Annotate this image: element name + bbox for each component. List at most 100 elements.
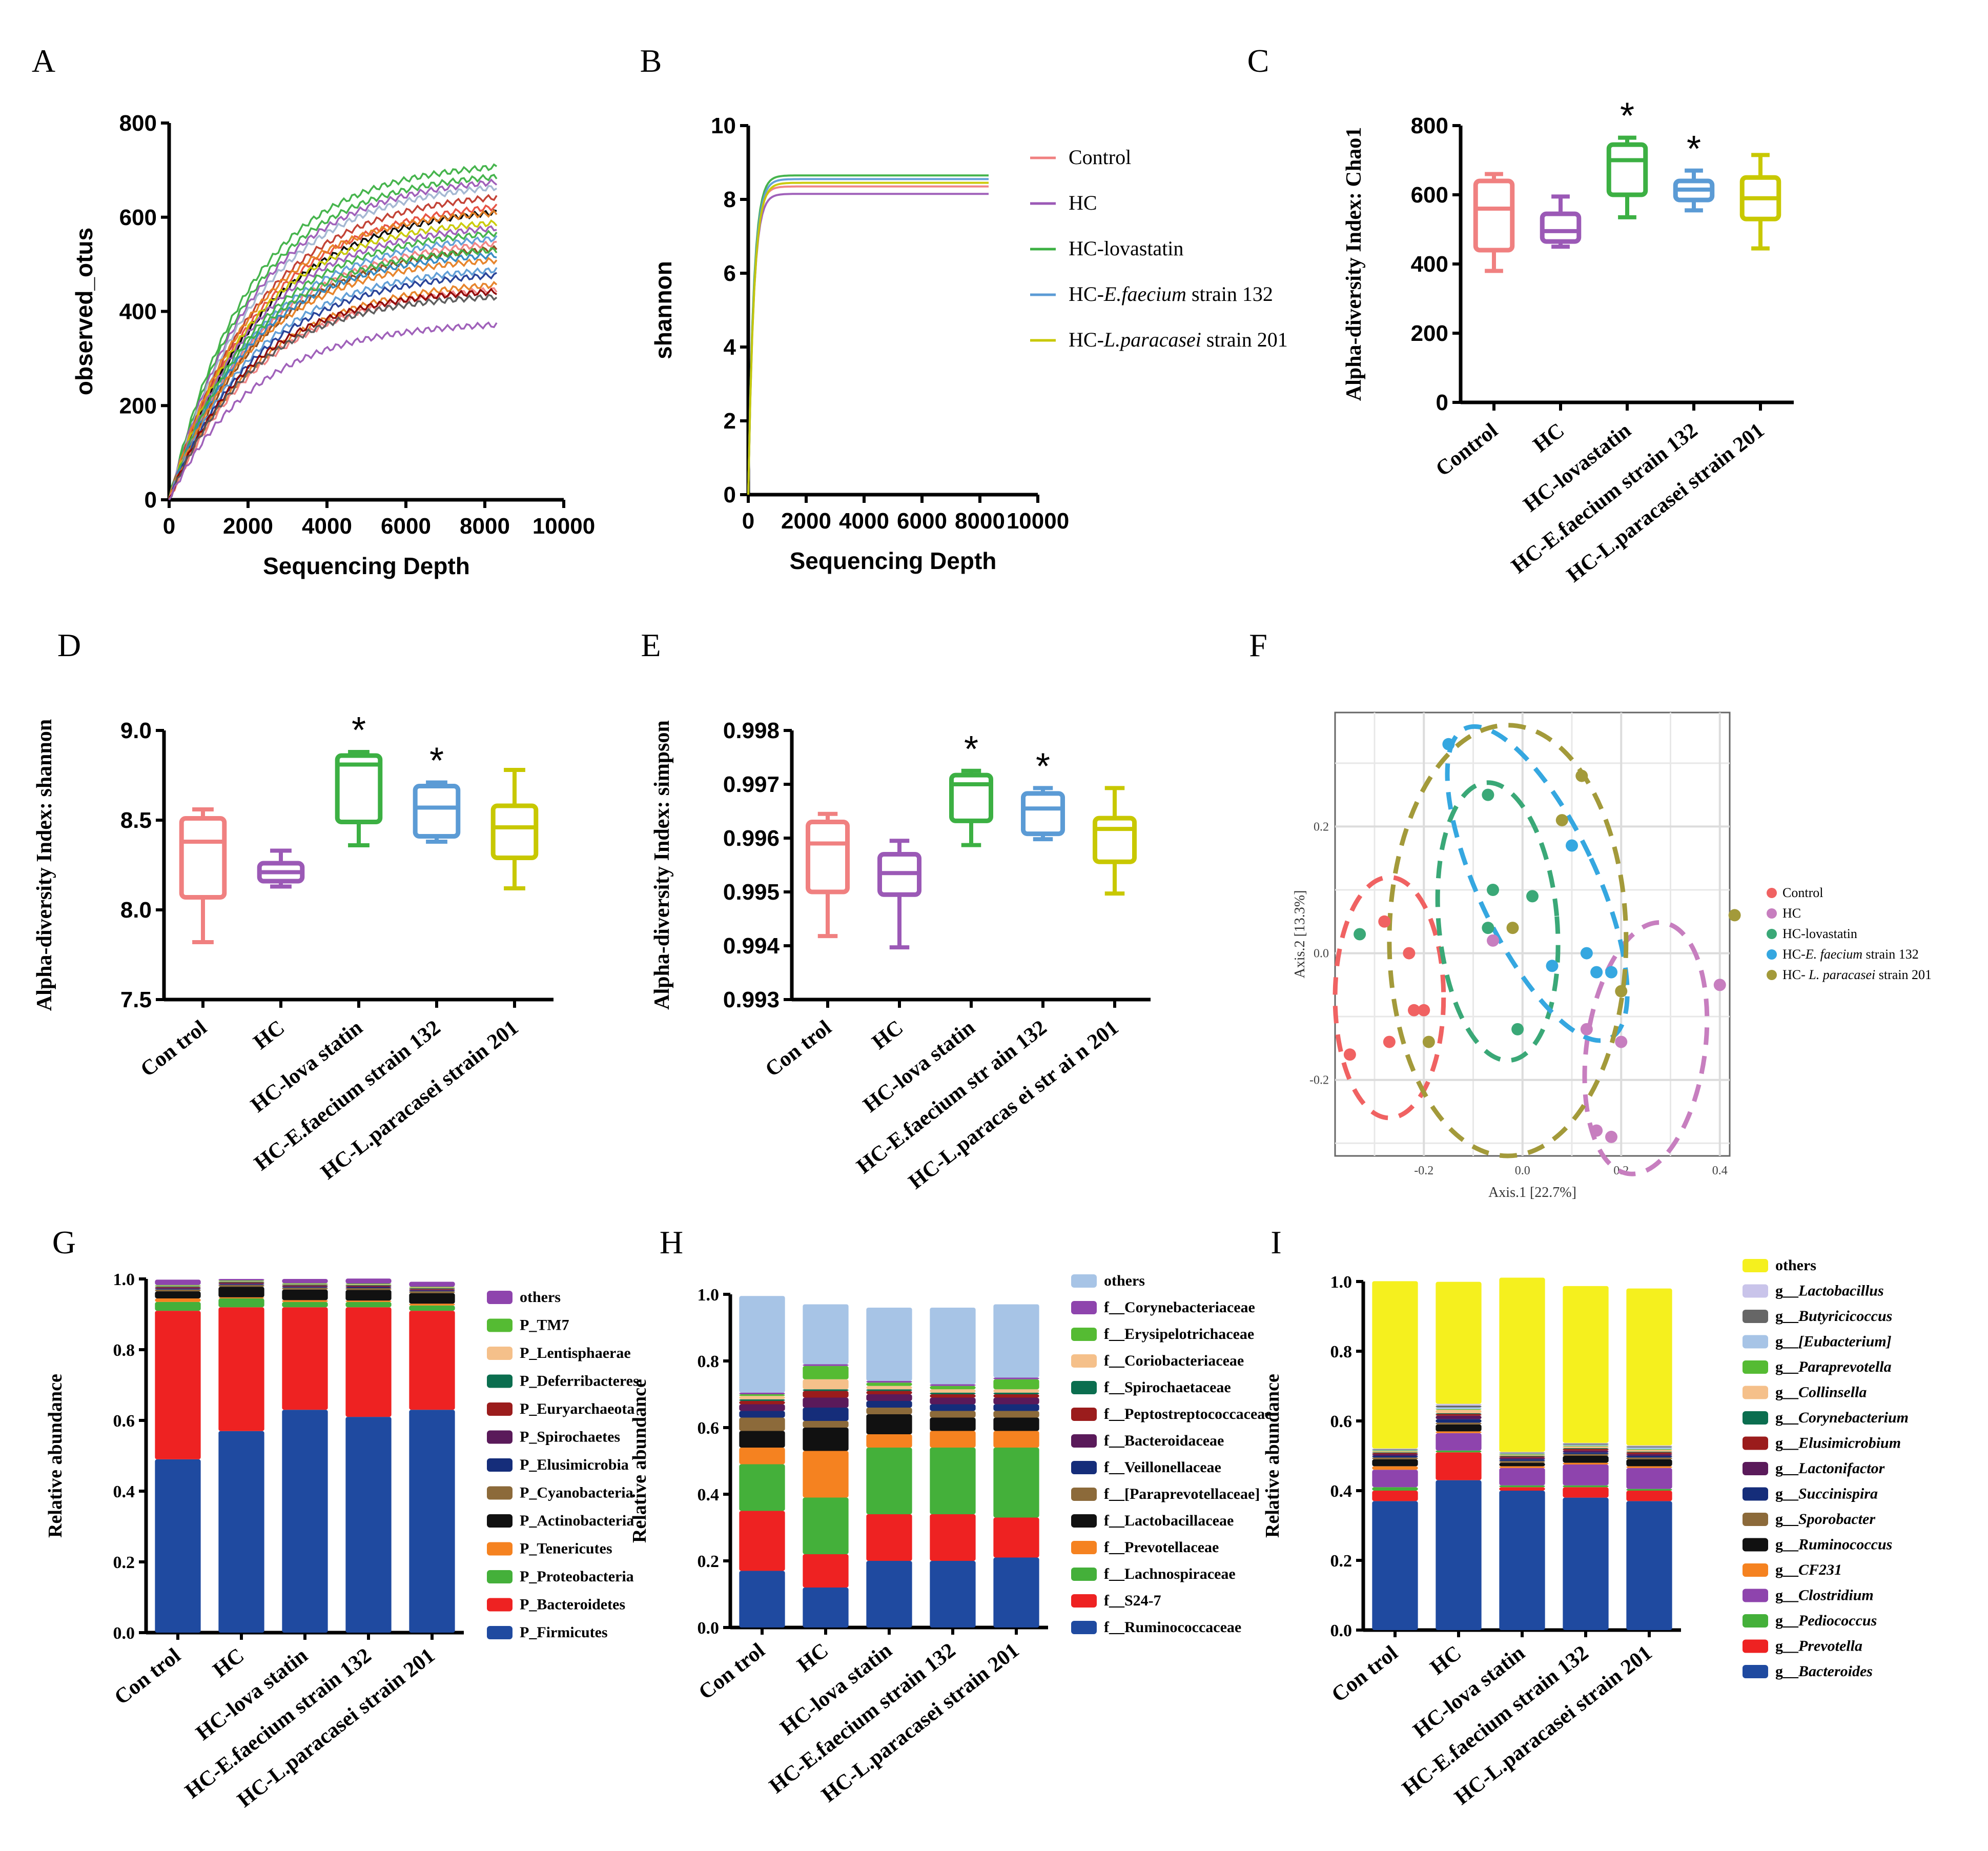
- y-tick-label: 0.6: [698, 1419, 720, 1438]
- bar-segment: [1563, 1446, 1609, 1449]
- bar-segment: [155, 1279, 201, 1285]
- rarefaction-curve: [168, 294, 498, 501]
- legend-label: others: [1104, 1272, 1145, 1289]
- scatter-point: [1442, 738, 1455, 750]
- legend-label-part: L.paracasei: [1103, 328, 1201, 351]
- y-tick-label: 0.0: [113, 1624, 135, 1643]
- bar-segment: [1626, 1466, 1672, 1468]
- y-tick-label: 0.998: [723, 718, 780, 743]
- legend-label-prefix: g__: [1775, 1435, 1799, 1452]
- bar-segment: [739, 1396, 785, 1399]
- bar-segment: [155, 1311, 201, 1459]
- bar-segment: [409, 1288, 455, 1289]
- bar-segment: [739, 1399, 785, 1401]
- y-tick-label: 7.5: [120, 987, 152, 1012]
- y-tick-label: 200: [119, 393, 157, 418]
- y-tick-label: 0.997: [723, 772, 780, 797]
- scatter-point: [1354, 928, 1366, 941]
- y-tick-label: 0.2: [698, 1552, 720, 1571]
- bar-segment: [155, 1301, 201, 1311]
- legend-label-genus: Paraprevotella: [1798, 1358, 1892, 1375]
- bar-segment: [803, 1428, 849, 1451]
- y-tick-label: 0.8: [1330, 1343, 1352, 1361]
- scatter-point: [1418, 1004, 1430, 1016]
- scatter-point: [1566, 839, 1578, 852]
- legend-label-prefix: g__: [1775, 1587, 1799, 1604]
- legend-label-prefix: g__: [1775, 1561, 1799, 1578]
- y-tick-label: 0.4: [113, 1482, 135, 1501]
- bar-segment: [1436, 1452, 1482, 1480]
- y-tick-label: 0.6: [1330, 1412, 1352, 1431]
- bar-segment: [218, 1279, 264, 1280]
- significance-star: *: [1036, 746, 1050, 787]
- y-axis-label: observed_otus: [71, 228, 97, 395]
- scatter-point: [1482, 922, 1494, 934]
- legend-label-prefix: g__: [1775, 1460, 1799, 1477]
- bar-segment: [866, 1382, 912, 1386]
- y-tick-label: 10: [711, 113, 736, 138]
- legend-swatch: [1743, 1436, 1768, 1450]
- x-axis-label: Sequencing Depth: [790, 547, 997, 574]
- legend-swatch: [1743, 1538, 1768, 1552]
- x-tick-label: 0: [742, 508, 754, 534]
- rarefaction-curve: [168, 163, 498, 500]
- bar-segment: [1372, 1457, 1418, 1459]
- x-tick-label: 6000: [897, 508, 947, 534]
- legend-label: f__[Paraprevotellaceae]: [1104, 1486, 1260, 1502]
- panel-letter: A: [32, 43, 55, 79]
- bar-segment: [1372, 1487, 1418, 1491]
- bar-segment: [993, 1404, 1039, 1411]
- legend-label: P_Tenericutes: [520, 1540, 612, 1557]
- legend-label: Control: [1782, 885, 1823, 900]
- bar-segment: [282, 1286, 328, 1287]
- bar-segment: [1626, 1468, 1672, 1489]
- x-axis-label: Axis.1 [22.7%]: [1488, 1185, 1576, 1201]
- bar-segment: [993, 1411, 1039, 1418]
- x-category-label: Con trol: [761, 1016, 836, 1082]
- legend-swatch: [487, 1374, 513, 1388]
- bar-segment: [1372, 1454, 1418, 1456]
- legend-swatch: [1743, 1513, 1768, 1526]
- bar-segment: [866, 1401, 912, 1408]
- legend-label: g__Pediococcus: [1775, 1612, 1877, 1629]
- bar-segment: [282, 1289, 328, 1300]
- legend-swatch: [1767, 929, 1777, 939]
- legend-label-prefix: g__: [1775, 1409, 1799, 1426]
- bar-segment: [1499, 1277, 1545, 1452]
- bar-segment: [409, 1410, 455, 1633]
- x-category-label: Con trol: [1327, 1641, 1402, 1707]
- bar-segment: [1563, 1462, 1609, 1464]
- bar-segment: [1626, 1454, 1672, 1456]
- bar-segment: [739, 1571, 785, 1628]
- bar-segment: [345, 1278, 392, 1284]
- rarefaction-curve: [168, 281, 498, 500]
- bar-segment: [1372, 1449, 1418, 1450]
- legend-label-genus: [Eubacterium]: [1798, 1333, 1892, 1350]
- y-tick-label: 0: [1436, 390, 1448, 415]
- legend-swatch: [1743, 1386, 1768, 1399]
- bar-segment: [409, 1291, 455, 1293]
- bar-segment: [993, 1397, 1039, 1405]
- rarefaction-curve: [168, 185, 498, 500]
- significance-star: *: [429, 741, 444, 782]
- bar-segment: [866, 1308, 912, 1381]
- bar-segment: [1436, 1282, 1482, 1404]
- bar-segment: [930, 1397, 976, 1405]
- legend-swatch: [487, 1570, 513, 1583]
- legend-label-part: strain 132: [1186, 282, 1273, 306]
- legend-label-part: E.faecium: [1103, 282, 1186, 306]
- bar-segment: [739, 1511, 785, 1571]
- legend-swatch: [1743, 1310, 1768, 1323]
- bar-segment: [803, 1397, 849, 1408]
- legend-label: P_Cyanobacteria: [520, 1484, 633, 1501]
- scatter-point: [1487, 884, 1499, 896]
- legend-label: P_Elusimicrobia: [520, 1456, 629, 1473]
- y-tick-label: 800: [119, 111, 157, 136]
- legend-label: f__Lachnospiraceae: [1104, 1565, 1236, 1582]
- bar-segment: [155, 1286, 201, 1287]
- bar-segment: [1626, 1491, 1672, 1501]
- bar-segment: [993, 1557, 1039, 1628]
- y-tick-label: 0.4: [698, 1486, 720, 1504]
- legend-swatch: [1743, 1462, 1768, 1475]
